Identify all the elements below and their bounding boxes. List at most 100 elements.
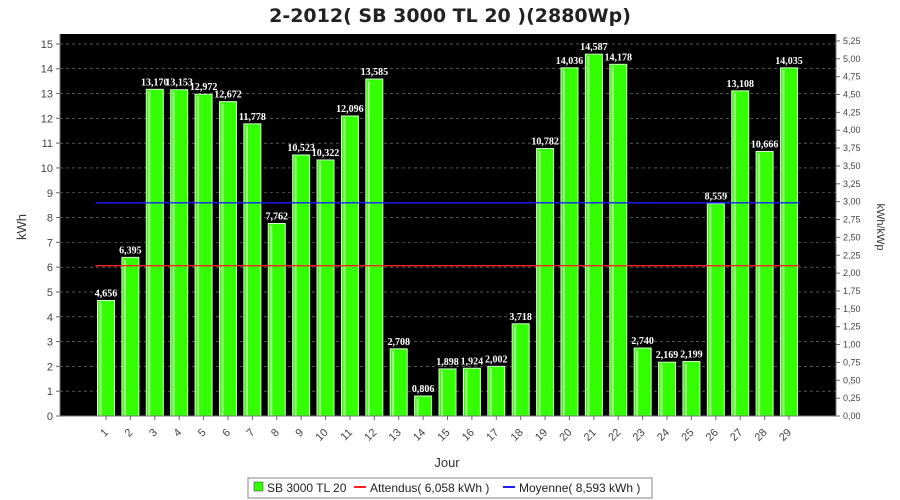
bar-highlight xyxy=(562,69,565,416)
data-label: 13,170 xyxy=(141,77,169,88)
y-tick-label: 5 xyxy=(47,287,53,299)
y2-tick-label: 3,75 xyxy=(843,143,861,153)
bar-highlight xyxy=(245,125,248,416)
y2-tick-label: 4,50 xyxy=(843,90,861,100)
x-tick-label: 7 xyxy=(245,427,258,440)
x-tick-label: 5 xyxy=(196,427,209,440)
chart-title: 2-2012( SB 3000 TL 20 )(2880Wp) xyxy=(269,5,631,27)
bar-highlight xyxy=(319,161,322,416)
y-tick-label: 6 xyxy=(47,262,53,274)
y2-tick-label: 1,00 xyxy=(843,340,861,350)
x-tick-label: 15 xyxy=(435,427,452,444)
bars xyxy=(97,53,798,417)
bar-highlight xyxy=(489,368,492,416)
y-tick-label: 0 xyxy=(47,411,53,423)
bar-highlight xyxy=(99,302,102,416)
x-tick-label: 18 xyxy=(509,427,526,444)
bar-highlight xyxy=(782,69,785,416)
bar-highlight xyxy=(611,66,614,416)
x-tick-label: 14 xyxy=(411,427,428,444)
bar-highlight xyxy=(514,325,517,416)
y-tick-label: 11 xyxy=(42,138,53,150)
data-label: 12,672 xyxy=(214,90,242,101)
x-tick-label: 16 xyxy=(460,427,477,444)
bar-highlight xyxy=(684,363,687,416)
x-tick-label: 21 xyxy=(582,427,599,444)
data-label: 2,002 xyxy=(485,354,508,365)
data-label: 2,199 xyxy=(680,349,703,360)
x-tick-label: 10 xyxy=(314,427,331,444)
data-label: 1,898 xyxy=(436,357,459,368)
bar-highlight xyxy=(270,225,273,416)
data-label: 10,782 xyxy=(531,137,559,148)
bar-highlight xyxy=(197,96,200,416)
x-tick-label: 29 xyxy=(777,427,794,444)
x-tick-label: 4 xyxy=(171,427,184,440)
data-label: 8,559 xyxy=(705,192,728,203)
y2-tick-label: 3,25 xyxy=(843,179,861,189)
data-label: 14,178 xyxy=(605,52,633,63)
x-tick-label: 13 xyxy=(387,427,404,444)
data-label: 13,585 xyxy=(361,67,389,78)
y-tick-label: 8 xyxy=(47,213,53,225)
x-tick-label: 12 xyxy=(362,427,379,444)
bar-highlight xyxy=(538,150,541,416)
y-tick-label: 10 xyxy=(41,163,53,175)
data-label: 4,656 xyxy=(95,289,118,300)
x-tick-label: 11 xyxy=(338,427,355,444)
x-tick-label: 8 xyxy=(269,427,282,440)
data-label: 11,778 xyxy=(239,112,266,123)
bar-highlight xyxy=(367,81,370,417)
y2-axis-ticks: 0,00 0,25 0,50 0,75 1,00 1,25 1,50 1,75 2,00 2,25… xyxy=(835,34,861,421)
y2-tick-label: 4,25 xyxy=(843,107,861,117)
bar-highlight xyxy=(123,259,126,416)
y2-tick-label: 0,25 xyxy=(843,393,861,403)
y2-tick-label: 2,75 xyxy=(843,215,861,225)
legend: SB 3000 TL 20 Attendus( 6,058 kWh ) Moye… xyxy=(247,477,653,499)
bar-highlight xyxy=(636,350,639,416)
bar-highlight xyxy=(172,91,175,416)
bar-highlight xyxy=(294,156,297,417)
y2-axis-label: kWh/kWp xyxy=(874,203,886,250)
y-tick-label: 13 xyxy=(41,89,53,101)
y-tick-label: 14 xyxy=(41,64,53,76)
y2-tick-label: 1,50 xyxy=(843,304,861,314)
bar-highlight xyxy=(465,370,468,416)
bar-highlight xyxy=(441,370,443,416)
x-tick-label: 23 xyxy=(631,427,648,444)
y2-tick-label: 3,00 xyxy=(843,197,861,207)
y-axis-label: kWh xyxy=(14,214,29,240)
y-tick-label: 1 xyxy=(47,386,53,398)
data-label: 14,587 xyxy=(580,42,608,53)
data-label: 10,523 xyxy=(287,143,315,154)
bar-highlight xyxy=(660,364,663,416)
y2-tick-label: 2,00 xyxy=(843,268,861,278)
legend-box xyxy=(247,477,653,499)
x-axis-label: Jour xyxy=(434,455,460,470)
data-label: 7,762 xyxy=(266,211,289,222)
data-label: 14,035 xyxy=(775,56,803,67)
bar-highlight xyxy=(416,398,419,416)
data-label: 2,169 xyxy=(656,350,679,361)
data-label: 2,740 xyxy=(631,336,654,347)
y2-tick-label: 5,00 xyxy=(843,54,861,64)
y-tick-label: 4 xyxy=(47,312,53,324)
bar-highlight xyxy=(343,117,346,416)
data-label: 10,322 xyxy=(312,148,340,159)
bar-highlight xyxy=(758,153,761,416)
y-tick-label: 15 xyxy=(41,39,53,51)
data-label: 12,972 xyxy=(190,82,218,93)
y2-tick-label: 0,50 xyxy=(843,375,861,385)
x-tick-label: 9 xyxy=(293,427,306,440)
x-tick-label: 26 xyxy=(704,427,721,444)
x-tick-label: 6 xyxy=(220,427,233,440)
y-tick-label: 3 xyxy=(47,337,53,349)
bar-highlight xyxy=(221,103,224,416)
plot-area xyxy=(60,34,836,416)
data-label: 0,806 xyxy=(412,384,435,395)
y2-tick-label: 2,50 xyxy=(843,232,861,242)
bar-highlight xyxy=(733,92,736,416)
x-axis-ticks: 1 2 3 4 5 6 7 8 9 10 11 12 13 14 15 16 17 18 19 20 21 22 23 24 2… xyxy=(60,415,836,444)
